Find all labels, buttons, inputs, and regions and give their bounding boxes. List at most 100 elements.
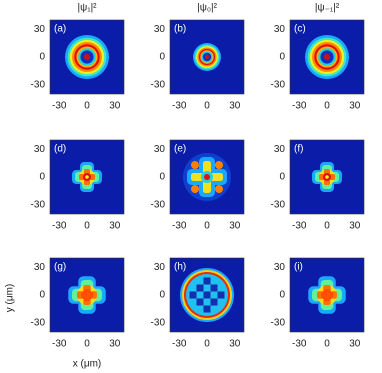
column-title: |ψ₀|² <box>197 3 217 14</box>
x-tick-label: 0 <box>204 221 210 232</box>
y-tick-label: 0 <box>159 290 165 301</box>
x-tick-label: 30 <box>109 339 121 350</box>
column-title: |ψ₋₁|² <box>315 3 340 14</box>
y-tick-label: -30 <box>31 199 46 210</box>
x-axis-label: x (μm) <box>73 359 102 370</box>
density <box>84 289 90 301</box>
frame <box>169 257 245 333</box>
density <box>205 55 209 59</box>
panel-label: (i) <box>294 262 303 273</box>
frame <box>49 257 125 333</box>
x-tick-label: -30 <box>52 101 67 112</box>
panel-label: (a) <box>54 24 66 35</box>
x-tick-label: 30 <box>349 221 361 232</box>
x-tick-label: 0 <box>84 339 90 350</box>
x-tick-label: 30 <box>349 339 361 350</box>
x-tick-label: 30 <box>229 101 241 112</box>
y-tick-label: 30 <box>34 262 46 273</box>
y-tick-label: 0 <box>279 52 285 63</box>
y-tick-label: -30 <box>151 199 166 210</box>
y-tick-label: 30 <box>154 24 166 35</box>
y-tick-label: 30 <box>34 24 46 35</box>
density <box>217 291 225 299</box>
y-tick-label: 0 <box>279 290 285 301</box>
density <box>203 305 211 313</box>
x-tick-label: -30 <box>52 221 67 232</box>
density-map <box>290 20 364 94</box>
frame <box>169 19 245 95</box>
panel-label: (b) <box>174 24 186 35</box>
y-tick-label: 30 <box>154 262 166 273</box>
x-tick-label: 0 <box>84 101 90 112</box>
panel: (b) 30 0 -30 -30 0 30 <box>151 19 245 112</box>
panel: (i) 30 0 -30 -30 0 30 <box>271 257 365 350</box>
density-map <box>170 20 244 94</box>
frame <box>289 139 365 215</box>
y-tick-label: 0 <box>279 172 285 183</box>
density <box>204 174 210 180</box>
frame <box>49 139 125 215</box>
panel: (h) 30 0 -30 -30 0 30 <box>151 257 245 350</box>
y-tick-label: 0 <box>39 172 45 183</box>
y-tick-label: -30 <box>271 199 286 210</box>
y-tick-label: -30 <box>271 79 286 90</box>
panel: (c) 30 0 -30 -30 0 30 <box>271 19 365 112</box>
x-tick-label: 30 <box>229 221 241 232</box>
frame <box>289 257 365 333</box>
y-tick-label: 30 <box>154 144 166 155</box>
column-title: |ψ₁|² <box>77 3 97 14</box>
panel-label: (e) <box>174 144 186 155</box>
panel-label: (h) <box>174 262 186 273</box>
y-tick-label: 30 <box>274 144 286 155</box>
x-tick-label: 0 <box>204 339 210 350</box>
x-tick-label: 30 <box>349 101 361 112</box>
x-tick-label: -30 <box>292 101 307 112</box>
x-tick-label: 0 <box>84 221 90 232</box>
panel: (a) 30 0 -30 -30 0 30 <box>31 19 125 112</box>
y-tick-label: 30 <box>274 24 286 35</box>
panel-label: (d) <box>54 144 66 155</box>
y-tick-label: -30 <box>31 79 46 90</box>
frame <box>289 19 365 95</box>
density <box>215 185 223 193</box>
density <box>215 161 223 169</box>
x-tick-label: -30 <box>172 339 187 350</box>
x-tick-label: 0 <box>324 339 330 350</box>
x-tick-label: -30 <box>172 101 187 112</box>
panel: (f) 30 0 -30 -30 0 30 <box>271 139 365 232</box>
panel: (d) 30 0 -30 -30 0 30 <box>31 139 125 232</box>
x-tick-label: -30 <box>292 339 307 350</box>
y-tick-label: -30 <box>31 317 46 328</box>
density <box>323 53 331 61</box>
panel-label: (c) <box>294 24 306 35</box>
y-tick-label: 0 <box>159 52 165 63</box>
y-tick-label: -30 <box>151 79 166 90</box>
density <box>203 277 211 285</box>
density <box>196 284 204 292</box>
density <box>83 53 91 61</box>
y-tick-label: 0 <box>39 52 45 63</box>
panel: (e) 30 0 -30 -30 0 30 <box>151 139 245 232</box>
panel: (g) 30 0 -30 -30 0 30 <box>31 257 125 350</box>
y-tick-label: 0 <box>39 290 45 301</box>
density <box>210 284 218 292</box>
y-tick-label: 30 <box>274 262 286 273</box>
x-tick-label: 30 <box>109 221 121 232</box>
panel-label: (g) <box>54 262 66 273</box>
x-tick-label: 30 <box>229 339 241 350</box>
density <box>189 291 197 299</box>
density <box>324 289 330 301</box>
x-tick-label: -30 <box>52 339 67 350</box>
frame <box>169 139 245 215</box>
density-map <box>50 140 124 214</box>
density-map <box>50 20 124 94</box>
y-axis-label: y (μm) <box>5 284 16 313</box>
density <box>191 161 199 169</box>
density <box>210 298 218 306</box>
x-tick-label: -30 <box>292 221 307 232</box>
x-tick-label: 0 <box>324 221 330 232</box>
density-map <box>170 258 244 332</box>
density-map <box>290 140 364 214</box>
panel-label: (f) <box>294 144 303 155</box>
